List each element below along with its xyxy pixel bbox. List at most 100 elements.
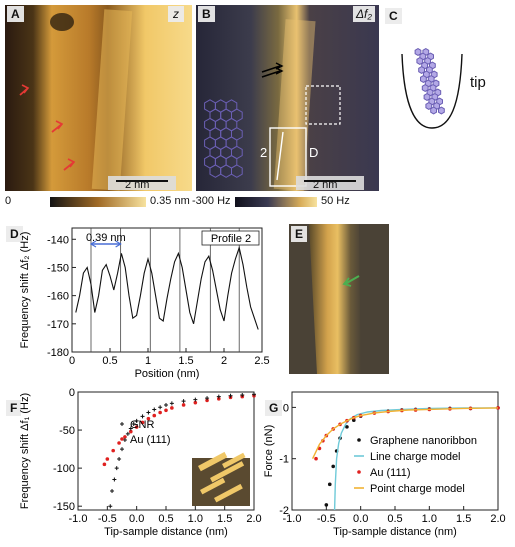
gnr-point bbox=[131, 421, 136, 426]
gnr-point bbox=[152, 407, 157, 412]
x-tick-label: 1.5 bbox=[456, 513, 471, 525]
gnr-point bbox=[140, 414, 145, 419]
gnr-point bbox=[108, 504, 113, 509]
gnr-point bbox=[110, 488, 115, 493]
profile-line bbox=[276, 131, 284, 181]
x-tick-label: 2 bbox=[221, 355, 227, 367]
tip-ribbon-hexagon bbox=[438, 106, 445, 115]
x-tick-label: 1.0 bbox=[422, 513, 437, 525]
gnr-point bbox=[352, 418, 356, 423]
zoom-box-dashed bbox=[305, 85, 341, 125]
y-tick-label: -180 bbox=[47, 347, 69, 359]
gnr-point bbox=[146, 410, 151, 415]
au-point bbox=[140, 420, 145, 425]
panel-b-image bbox=[196, 5, 379, 191]
gnr-point bbox=[240, 393, 245, 398]
legend-label: Graphene nanoribbon bbox=[370, 435, 477, 447]
y-tick-label: -170 bbox=[47, 319, 69, 331]
colorbar-a-max: 0.35 nm bbox=[150, 195, 190, 207]
gnr-point bbox=[216, 394, 221, 399]
tip-ribbon-hexagon bbox=[414, 48, 422, 56]
spacing-arrowheads bbox=[89, 240, 122, 248]
point-charge-curve bbox=[311, 407, 499, 460]
panel-a-channel-label: z bbox=[168, 6, 184, 22]
au-point bbox=[129, 429, 133, 434]
x-tick-label: 0.0 bbox=[353, 513, 368, 525]
panel-f-frequency-chart: -1.0 -0.5 0.0 0.5 1.0 1.5 2.0 0 -50 -100 -150 Tip-s… bbox=[19, 387, 262, 538]
gnr-point bbox=[125, 431, 130, 436]
x-tick-label: 2.5 bbox=[254, 355, 269, 367]
gnr-point bbox=[331, 464, 335, 469]
panel-a-letter: A bbox=[7, 6, 24, 22]
au-point bbox=[170, 406, 174, 410]
gnr-point bbox=[122, 437, 127, 442]
panel-b-profile-label-d: D bbox=[309, 145, 319, 160]
x-tick-label: 2.0 bbox=[490, 513, 505, 525]
x-axis-label: Position (nm) bbox=[135, 368, 200, 380]
y-tick-label: -150 bbox=[47, 262, 69, 274]
x-tick-label: -0.5 bbox=[98, 513, 117, 525]
au-point bbox=[181, 403, 186, 407]
panel-c-tip-label: tip bbox=[470, 74, 486, 91]
legend-label: Line charge model bbox=[370, 451, 461, 463]
x-axis-label: Tip-sample distance (nm) bbox=[333, 526, 457, 538]
y-tick-label: -100 bbox=[53, 463, 75, 475]
au-point bbox=[105, 457, 110, 461]
gnr-point bbox=[128, 426, 133, 431]
gnr-point bbox=[134, 418, 139, 423]
spacing-label: 0.39 nm bbox=[86, 232, 126, 244]
x-tick-label: 0 bbox=[69, 355, 75, 367]
legend-label: Point charge model bbox=[370, 483, 465, 495]
x-tick-label: 0.0 bbox=[129, 513, 144, 525]
x-tick-label: 0.5 bbox=[158, 513, 173, 525]
tip-ribbon-hexagon bbox=[425, 102, 433, 110]
x-tick-label: 0.5 bbox=[387, 513, 402, 525]
x-tick-label: -1.0 bbox=[283, 513, 302, 525]
graphene-hexagon-overlay bbox=[204, 99, 243, 178]
panel-f-letter: F bbox=[6, 400, 22, 416]
legend-au-marker bbox=[120, 437, 124, 441]
y-tick-label: -50 bbox=[59, 425, 75, 437]
y-axis-label: Frequency shift Δf₂ (Hz) bbox=[19, 232, 31, 349]
y-tick-label: -160 bbox=[47, 291, 69, 303]
panel-c-letter: C bbox=[385, 8, 402, 24]
gnr-point bbox=[181, 399, 186, 404]
inset-ribbon bbox=[213, 483, 243, 503]
tip-ribbon-hexagon bbox=[423, 93, 431, 101]
panel-c-tip-diagram bbox=[401, 48, 463, 129]
x-tick-label: 2.0 bbox=[246, 513, 261, 525]
y-tick-label: -140 bbox=[47, 234, 69, 246]
x-tick-label: 1.5 bbox=[178, 355, 193, 367]
au-point bbox=[164, 408, 168, 413]
profile-2-line bbox=[75, 245, 259, 330]
panel-b-channel-label: Δf₂ bbox=[353, 6, 375, 22]
gnr-point bbox=[169, 401, 174, 406]
gnr-point bbox=[228, 393, 233, 398]
legend-marker bbox=[357, 438, 361, 442]
gnr-point bbox=[205, 396, 210, 401]
panel-b-letter: B bbox=[198, 6, 215, 22]
profile-annotation-box bbox=[201, 230, 260, 246]
panel-d-profile-chart: 0 0.5 1 1.5 2 2.5 -140 -150 -160 -170 -180 Position… bbox=[19, 227, 270, 380]
gnr-point bbox=[164, 402, 168, 407]
gnr-point bbox=[112, 477, 117, 482]
gnr-point bbox=[327, 482, 332, 487]
legend-gnr-marker bbox=[120, 422, 124, 426]
gnr-point bbox=[252, 392, 256, 397]
x-tick-label: 1.0 bbox=[188, 513, 203, 525]
graphene-hexagon bbox=[231, 164, 243, 178]
tip-ribbon-hexagon bbox=[430, 106, 437, 115]
green-arrow bbox=[344, 275, 360, 285]
colorbar-b-max: 50 Hz bbox=[321, 195, 350, 207]
plot-frame bbox=[71, 227, 263, 353]
tip-ribbon-hexagon bbox=[421, 84, 429, 92]
au-point bbox=[134, 425, 139, 429]
y-axis-label: Frequency shift Δf₁ (Hz) bbox=[19, 393, 31, 509]
legend-gnr-label: GNR bbox=[130, 419, 155, 431]
gnr-point bbox=[120, 447, 124, 452]
legend-au-label: Au (111) bbox=[130, 434, 171, 446]
x-tick-label: 0.5 bbox=[102, 355, 117, 367]
y-tick-label: -2 bbox=[279, 505, 289, 517]
panel-g-letter: G bbox=[265, 400, 283, 416]
colorbar-b-min: -300 Hz bbox=[192, 195, 231, 207]
